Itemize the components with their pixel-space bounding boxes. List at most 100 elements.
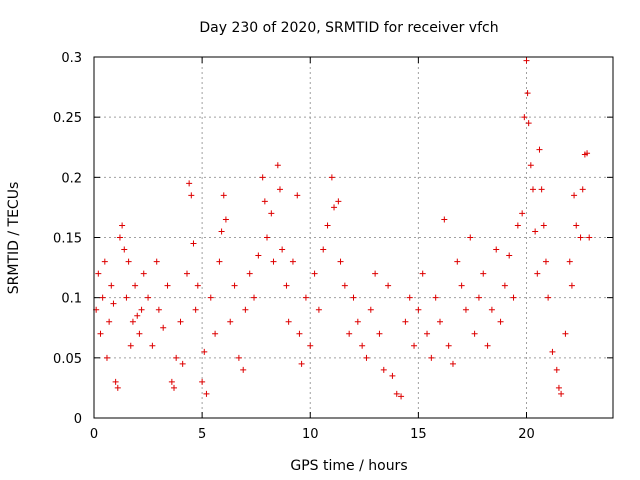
data-point (283, 282, 290, 289)
x-tick-label: 10 (302, 427, 319, 442)
data-point (138, 306, 145, 313)
data-point (529, 186, 536, 193)
data-point (127, 342, 134, 349)
data-point (123, 294, 130, 301)
data-point (136, 330, 143, 337)
data-point (506, 252, 513, 259)
data-point (294, 192, 301, 199)
data-point (289, 258, 296, 265)
data-point (445, 342, 452, 349)
data-point (218, 228, 225, 235)
data-point (402, 318, 409, 325)
data-point (121, 246, 128, 253)
data-point (367, 306, 374, 313)
data-point (101, 258, 108, 265)
data-point (525, 120, 532, 127)
data-point (527, 162, 534, 169)
data-point (177, 318, 184, 325)
grid-lines (94, 57, 613, 418)
data-point (186, 180, 193, 187)
data-point (255, 252, 262, 259)
y-tick-label: 0.15 (53, 232, 82, 247)
data-point (501, 282, 508, 289)
data-point (251, 294, 258, 301)
x-tick-label: 0 (90, 427, 98, 442)
data-point (235, 354, 242, 361)
data-point (424, 330, 431, 337)
chart-title: Day 230 of 2020, SRMTID for receiver vfc… (199, 20, 498, 36)
data-point (475, 294, 482, 301)
data-point (363, 354, 370, 361)
data-point (259, 174, 266, 181)
data-point (216, 258, 223, 265)
data-point (246, 270, 253, 277)
data-point (315, 306, 322, 313)
data-point (480, 270, 487, 277)
data-point (173, 354, 180, 361)
data-point (566, 258, 573, 265)
data-point (227, 318, 234, 325)
data-point (376, 330, 383, 337)
data-point (411, 342, 418, 349)
data-point (270, 258, 277, 265)
x-tick-label: 5 (198, 427, 206, 442)
data-point (571, 192, 578, 199)
data-point (279, 246, 286, 253)
data-points (93, 57, 593, 400)
plot-frame (93, 56, 614, 419)
data-point (132, 282, 139, 289)
data-point (337, 258, 344, 265)
data-point (201, 348, 208, 355)
x-tick-label: 15 (410, 427, 427, 442)
y-axis-label: SRMTID / TECUs (6, 182, 22, 295)
data-point (231, 282, 238, 289)
data-point (298, 360, 305, 367)
x-tick-label: 20 (518, 427, 535, 442)
data-point (406, 294, 413, 301)
data-point (393, 390, 400, 397)
data-point (264, 234, 270, 241)
data-point (555, 384, 562, 391)
data-point (584, 150, 591, 157)
data-point (577, 234, 584, 241)
data-point (354, 318, 361, 325)
data-point (497, 318, 504, 325)
data-point (268, 210, 275, 217)
data-point (532, 228, 539, 235)
data-point (110, 300, 117, 307)
data-point (311, 270, 318, 277)
data-point (553, 366, 560, 373)
data-point (285, 318, 292, 325)
data-point (579, 186, 586, 193)
data-point (510, 294, 517, 301)
data-point (106, 318, 113, 325)
data-point (222, 216, 229, 223)
data-point (207, 294, 214, 301)
data-point (350, 294, 357, 301)
data-point (521, 114, 528, 121)
data-point (523, 57, 530, 64)
data-point (549, 348, 556, 355)
data-point (562, 330, 569, 337)
data-point (398, 393, 405, 400)
data-point (114, 384, 121, 391)
y-tick-label: 0.3 (61, 51, 82, 66)
data-point (149, 342, 156, 349)
data-point (328, 174, 335, 181)
data-point (341, 282, 348, 289)
data-point (160, 324, 167, 331)
data-point (183, 270, 190, 277)
data-point (389, 372, 396, 379)
data-point (108, 282, 115, 289)
data-point (331, 204, 338, 211)
data-point (437, 318, 443, 325)
data-point (542, 258, 549, 265)
data-point (296, 330, 303, 337)
data-point (140, 270, 147, 277)
data-point (568, 282, 575, 289)
data-point (168, 378, 175, 385)
data-point (514, 222, 521, 229)
data-point (432, 294, 439, 301)
data-point (346, 330, 353, 337)
